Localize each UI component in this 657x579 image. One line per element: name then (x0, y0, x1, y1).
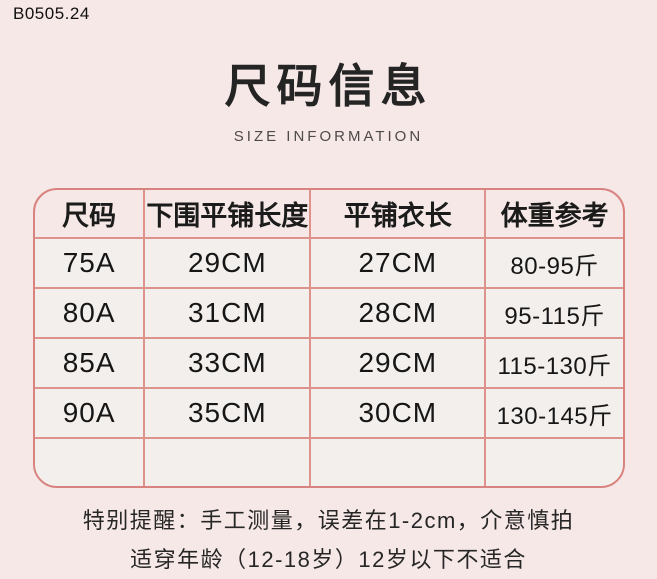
product-code: B0505.24 (13, 4, 90, 23)
cell-length: 30CM (309, 387, 487, 439)
cell-length: 27CM (309, 237, 487, 289)
cell-empty (309, 437, 487, 486)
table-row-empty (35, 437, 623, 486)
cell-size: 90A (35, 387, 146, 439)
reminder-note: 特别提醒：手工测量，误差在1-2cm，介意慎拍 (82, 508, 575, 533)
cell-size: 75A (35, 237, 146, 289)
cell-underbust: 29CM (143, 237, 312, 289)
cell-weight: 80-95斤 (484, 237, 623, 289)
column-header-garment-length: 平铺衣长 (309, 190, 487, 239)
cell-size: 80A (35, 287, 146, 339)
cell-length: 28CM (309, 287, 487, 339)
table-row: 90A 35CM 30CM 130-145斤 (35, 387, 623, 439)
age-note: 适穿年龄（12-18岁）12岁以下不适合 (130, 547, 527, 572)
column-header-weight: 体重参考 (484, 190, 623, 239)
table-row: 85A 33CM 29CM 115-130斤 (35, 337, 623, 389)
cell-underbust: 35CM (143, 387, 312, 439)
cell-underbust: 31CM (143, 287, 312, 339)
cell-empty (35, 437, 146, 486)
cell-weight: 95-115斤 (484, 287, 623, 339)
page-subtitle: SIZE INFORMATION (233, 128, 424, 145)
size-table: 尺码 下围平铺长度 平铺衣长 体重参考 75A 29CM 27CM 80-95斤… (33, 188, 625, 488)
cell-length: 29CM (309, 337, 487, 389)
cell-underbust: 33CM (143, 337, 312, 389)
cell-empty (143, 437, 312, 486)
cell-size: 85A (35, 337, 146, 389)
table-row: 75A 29CM 27CM 80-95斤 (35, 237, 623, 289)
table-row: 80A 31CM 28CM 95-115斤 (35, 287, 623, 339)
page-title: 尺码信息 (224, 61, 433, 112)
size-table-grid: 尺码 下围平铺长度 平铺衣长 体重参考 75A 29CM 27CM 80-95斤… (35, 190, 623, 486)
cell-weight: 115-130斤 (484, 337, 623, 389)
cell-empty (484, 437, 623, 486)
cell-weight: 130-145斤 (484, 387, 623, 439)
column-header-size: 尺码 (35, 190, 146, 239)
column-header-underbust: 下围平铺长度 (143, 190, 312, 239)
table-header-row: 尺码 下围平铺长度 平铺衣长 体重参考 (35, 190, 623, 239)
